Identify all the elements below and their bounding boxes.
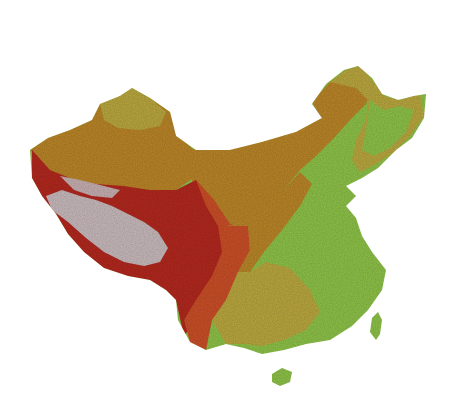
kunlun-snow	[60, 176, 120, 198]
himalaya-snow	[46, 190, 168, 266]
dzungaria-hills	[100, 88, 166, 130]
hainan-island	[272, 368, 292, 386]
taiwan-island	[370, 312, 382, 340]
loess-transition	[226, 172, 312, 272]
southern-hills	[212, 262, 320, 346]
mainland	[30, 66, 426, 354]
sichuan-yunnan-highlands	[184, 180, 250, 350]
inner-mongolia-plateau	[190, 70, 372, 226]
northeast-lowlands	[362, 100, 414, 156]
